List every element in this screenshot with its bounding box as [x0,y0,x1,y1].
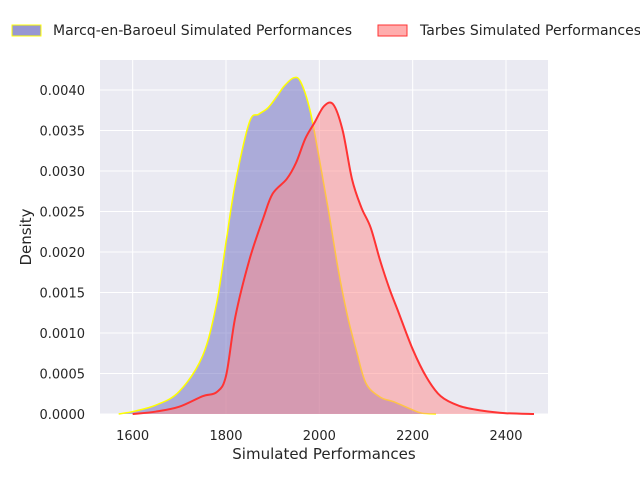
density-areas [118,76,535,415]
y-tick-label: 0.0030 [40,165,86,180]
x-tick-label: 1800 [209,429,242,444]
legend: Marcq-en-Baroeul Simulated Performances … [11,23,640,39]
y-axis-ticks: 0.0000 0.0005 0.0010 0.0015 0.0020 0.0025 0.00… [40,84,86,423]
y-tick-label: 0.0010 [40,327,86,342]
x-axis-label: Simulated Performances [232,445,416,463]
legend-label-tarbes: Tarbes Simulated Performances [419,23,640,39]
legend-swatch-marcq [11,24,42,37]
x-tick-label: 1600 [116,429,149,444]
y-tick-label: 0.0000 [40,408,86,423]
legend-label-marcq: Marcq-en-Baroeul Simulated Performances [53,23,352,39]
x-tick-label: 2400 [489,429,522,444]
x-tick-label: 2000 [303,429,336,444]
y-tick-label: 0.0035 [40,124,86,139]
legend-swatch-tarbes [377,24,408,37]
y-tick-label: 0.0015 [40,286,86,301]
y-tick-label: 0.0005 [40,367,86,382]
density-line-tarbes [132,101,535,415]
y-tick-label: 0.0025 [40,205,86,220]
y-tick-label: 0.0040 [40,84,86,99]
y-axis-label: Density [17,208,35,265]
x-tick-label: 2200 [396,429,429,444]
y-tick-label: 0.0020 [40,246,86,261]
x-axis-ticks: 1600 1800 2000 2200 2400 [116,429,522,444]
